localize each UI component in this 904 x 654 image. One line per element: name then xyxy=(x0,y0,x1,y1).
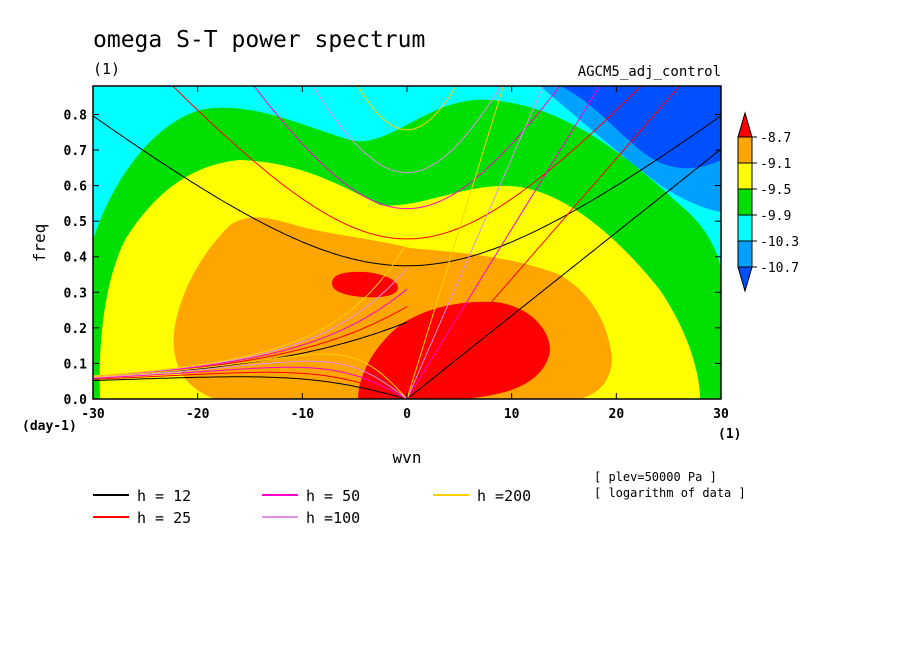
colorbar-swatch xyxy=(737,188,753,216)
dispersion-curve-ig xyxy=(93,115,721,267)
y-tick-label: 0.2 xyxy=(64,322,87,337)
colorbar-swatch xyxy=(737,136,753,164)
colorbar-label: -9.5 xyxy=(760,183,791,198)
y-axis: 0.0 0.1 0.2 0.3 0.4 0.5 0.6 0.7 0.8 xyxy=(64,108,721,408)
colorbar-label: -8.7 xyxy=(760,131,791,146)
colorbar-max-arrow xyxy=(737,111,753,138)
y-tick-label: 0.7 xyxy=(64,144,87,159)
dispersion-curve-er xyxy=(93,366,408,399)
x-axis-label: wvn xyxy=(393,448,422,467)
x-tick-label: -10 xyxy=(291,407,315,422)
colorbar-label: -9.9 xyxy=(760,209,791,224)
colorbar-label: -10.3 xyxy=(760,235,799,250)
colorbar: -8.7 -9.1 -9.5 -9.9 -10.3 -10.7 xyxy=(737,111,799,293)
dispersion-curve-ig xyxy=(253,86,561,210)
colorbar-label: -9.1 xyxy=(760,157,791,172)
level-above-neg8-7-main xyxy=(358,301,550,399)
dispersion-curves xyxy=(93,86,721,399)
y-tick-label: 0.3 xyxy=(64,286,87,301)
legend-label: h = 12 xyxy=(137,487,191,505)
dispersion-curve-mrg xyxy=(93,243,408,377)
x-tick-label: 10 xyxy=(504,407,520,422)
dispersion-curve-er xyxy=(93,371,408,399)
colorbar-swatch xyxy=(737,214,753,242)
level-above-neg8-7-blob xyxy=(332,271,398,298)
dispersion-curve-kelvin xyxy=(406,86,601,399)
dispersion-curve-kelvin xyxy=(406,86,681,399)
dispersion-curve-er xyxy=(93,353,408,399)
x-tick-label: 30 xyxy=(713,407,729,422)
y-tick-label: 0.0 xyxy=(64,393,88,408)
x-tick-label: -20 xyxy=(186,407,210,422)
colorbar-swatch xyxy=(737,240,753,268)
y-axis-units: (day-1) xyxy=(22,419,77,434)
x-axis: -30 -20 -10 0 10 20 30 xyxy=(81,86,729,422)
dispersion-curve-kelvin xyxy=(406,148,721,399)
dispersion-curve-kelvin xyxy=(406,86,544,399)
y-tick-label: 0.6 xyxy=(64,180,88,195)
y-tick-label: 0.1 xyxy=(64,357,88,372)
legend: h = 12 h = 25 h = 50 h =100 h =200 xyxy=(93,487,531,527)
x-tick-label: -30 xyxy=(81,407,105,422)
dispersion-curve-ig xyxy=(357,86,457,131)
x-tick-label: 20 xyxy=(609,407,625,422)
chart-title: omega S-T power spectrum xyxy=(93,27,425,53)
dispersion-curve-ig xyxy=(312,86,502,174)
colorbar-label: -10.7 xyxy=(760,261,799,276)
run-name: AGCM5_adj_control xyxy=(578,64,721,80)
annotation-log: [ logarithm of data ] xyxy=(594,486,746,500)
dispersion-curve-er xyxy=(93,360,408,399)
colorbar-min-arrow xyxy=(737,266,753,293)
dispersion-curve-ig xyxy=(172,86,642,240)
legend-label: h = 25 xyxy=(137,509,191,527)
x-tick-label: 0 xyxy=(403,407,411,422)
annotation-plev: [ plev=50000 Pa ] xyxy=(594,470,717,484)
y-tick-label: 0.5 xyxy=(64,215,87,230)
legend-label: h =200 xyxy=(477,487,531,505)
plot-area xyxy=(93,86,721,399)
dispersion-curve-kelvin xyxy=(406,86,504,399)
legend-label: h = 50 xyxy=(306,487,360,505)
title-units: (1) xyxy=(93,60,120,78)
y-tick-label: 0.8 xyxy=(64,108,88,123)
legend-label: h =100 xyxy=(306,509,360,527)
y-axis-label: freq xyxy=(30,224,49,263)
colorbar-swatch xyxy=(737,162,753,190)
y-tick-label: 0.4 xyxy=(64,251,88,266)
x-axis-units: (1) xyxy=(718,427,741,442)
dispersion-curve-er xyxy=(93,376,408,399)
